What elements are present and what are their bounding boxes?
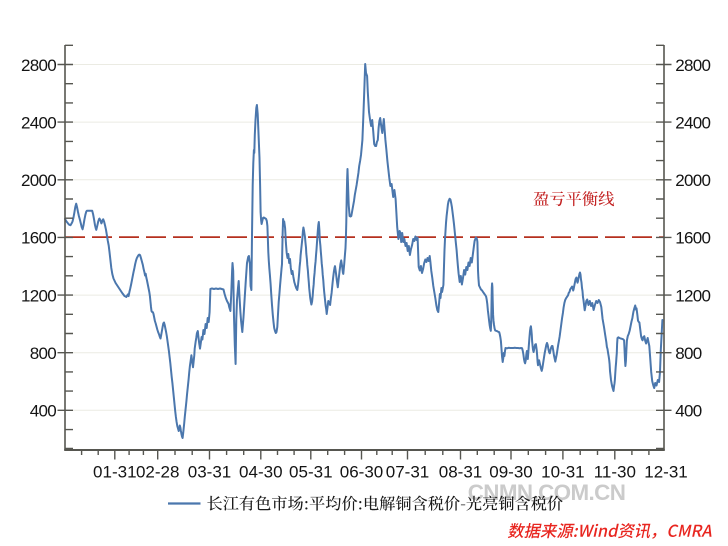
svg-text:2400: 2400 (21, 113, 56, 132)
svg-text:05-31: 05-31 (289, 463, 332, 482)
svg-text:2800: 2800 (675, 56, 710, 75)
svg-text:1600: 1600 (675, 229, 710, 248)
svg-text:CNMN.COM.CN: CNMN.COM.CN (468, 480, 626, 505)
svg-text:2400: 2400 (675, 113, 710, 132)
svg-text:07-31: 07-31 (386, 463, 429, 482)
svg-text:04-30: 04-30 (239, 463, 282, 482)
svg-text:1200: 1200 (21, 286, 56, 305)
svg-text:400: 400 (30, 402, 57, 421)
svg-text:2800: 2800 (21, 56, 56, 75)
svg-text:1200: 1200 (675, 286, 710, 305)
svg-text:01-31: 01-31 (93, 463, 136, 482)
svg-text:03-31: 03-31 (188, 463, 231, 482)
svg-text:02-28: 02-28 (136, 463, 179, 482)
svg-text:09-30: 09-30 (489, 463, 532, 482)
svg-text:400: 400 (675, 402, 702, 421)
svg-text:10-31: 10-31 (541, 463, 584, 482)
svg-text:06-30: 06-30 (340, 463, 383, 482)
svg-text:2000: 2000 (675, 171, 710, 190)
svg-text:800: 800 (30, 344, 57, 363)
svg-text:2000: 2000 (21, 171, 56, 190)
svg-text:11-30: 11-30 (594, 463, 636, 482)
svg-text:800: 800 (675, 344, 702, 363)
svg-text:08-31: 08-31 (439, 463, 482, 482)
svg-text:1600: 1600 (21, 229, 56, 248)
svg-text:12-31: 12-31 (644, 463, 687, 482)
